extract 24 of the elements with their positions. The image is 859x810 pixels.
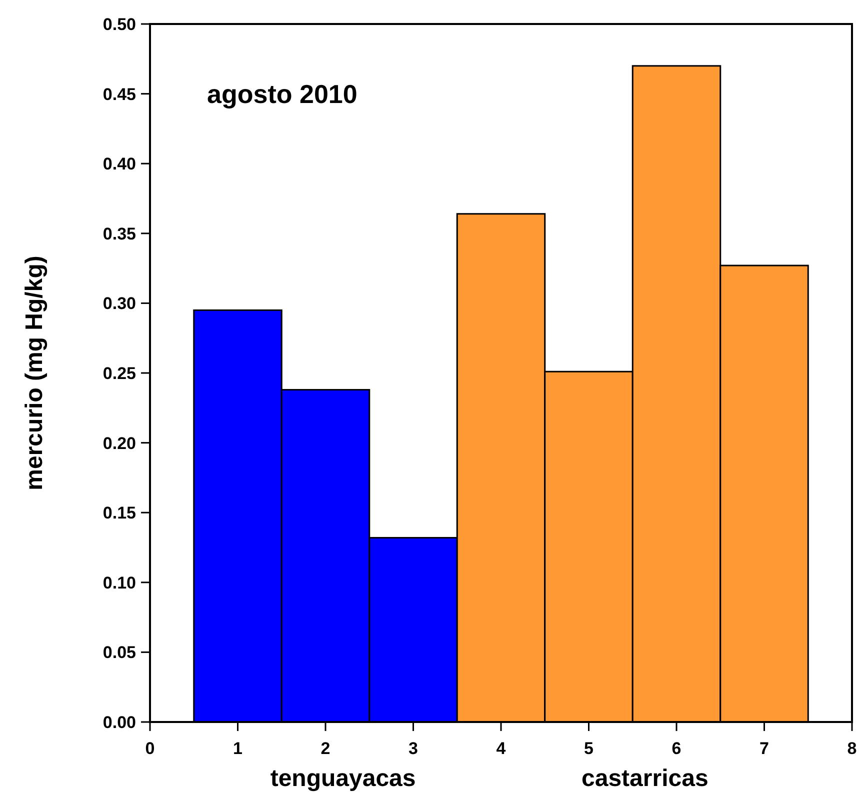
y-tick-label: 0.15 <box>102 504 136 523</box>
y-tick-label: 0.30 <box>102 294 136 314</box>
y-tick-label: 0.00 <box>102 712 136 732</box>
x-tick-label: 6 <box>672 739 682 758</box>
y-tick-label: 0.50 <box>102 14 136 34</box>
y-tick-label: 0.20 <box>102 434 136 453</box>
x-tick-label: 0 <box>145 739 155 758</box>
y-tick-label: 0.25 <box>102 364 136 383</box>
text: agosto 2010 <box>207 78 358 109</box>
y-tick-label: 0.45 <box>102 84 136 104</box>
x-tick-label: 3 <box>408 739 418 758</box>
x-tick-label: 2 <box>320 739 330 758</box>
y-tick-label: 0.10 <box>102 573 136 592</box>
y-axis-title: mercurio (mg Hg/kg) <box>21 256 48 490</box>
text: tenguayacas <box>270 765 416 792</box>
y-tick-label: 0.05 <box>102 643 136 662</box>
x-tick-label: 8 <box>847 739 857 758</box>
x-tick-label: 1 <box>233 739 242 758</box>
y-tick-label: 0.35 <box>102 224 136 244</box>
text: castarricas <box>582 765 708 792</box>
x-tick-label: 5 <box>584 739 594 758</box>
y-tick-label: 0.40 <box>102 154 136 174</box>
x-tick-label: 4 <box>496 739 506 758</box>
x-tick-label: 7 <box>760 739 769 758</box>
